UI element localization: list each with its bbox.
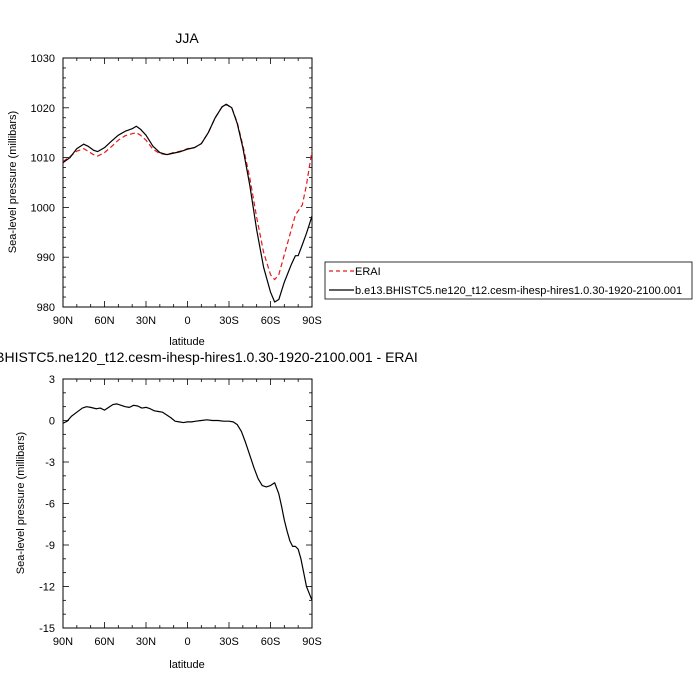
bottom-series-line-0 [62, 403, 313, 601]
top-series-line-0 [62, 103, 313, 281]
bottom-x-tick-label: 60S [261, 636, 281, 648]
bottom-x-tick-label: 60N [94, 636, 114, 648]
bottom-panel: b.e13.BHISTC5.ne120_t12.cesm-ihesp-hires… [0, 349, 418, 671]
bottom-x-tick-label: 30N [136, 636, 156, 648]
top-chart-title: JJA [175, 30, 199, 46]
top-x-tick-label: 30N [136, 315, 156, 327]
bottom-x-tick-label: 90S [302, 636, 322, 648]
legend: ERAI b.e13.BHISTC5.ne120_t12.cesm-ihesp-… [324, 261, 693, 300]
bottom-y-tick-label: 0 [49, 416, 55, 428]
top-x-axis-label: latitude [169, 336, 204, 348]
bottom-x-axis-label: latitude [169, 659, 204, 671]
bottom-x-tick-label: 30S [219, 636, 239, 648]
top-x-tick-label: 0 [184, 315, 190, 327]
bottom-chart-title: b.e13.BHISTC5.ne120_t12.cesm-ihesp-hires… [0, 349, 418, 365]
bottom-y-tick-label: -12 [39, 582, 55, 594]
top-y-tick-label: 980 [37, 302, 55, 314]
bottom-y-tick-label: 3 [49, 374, 55, 386]
top-y-axis-label: Sea-level pressure (millibars) [7, 111, 19, 253]
bottom-y-tick-label: -9 [45, 540, 55, 552]
legend-box [324, 261, 693, 300]
top-series-line-1 [62, 103, 313, 303]
top-y-tick-label: 990 [37, 252, 55, 264]
bottom-x-tick-label: 90N [53, 636, 73, 648]
bottom-y-axis-label: Sea-level pressure (millibars) [15, 432, 27, 574]
legend-label-erai: ERAI [355, 266, 381, 278]
top-x-tick-label: 90S [302, 315, 322, 327]
top-y-tick-label: 1010 [31, 153, 55, 165]
bottom-x-tick-label: 0 [184, 636, 190, 648]
legend-label-model: b.e13.BHISTC5.ne120_t12.cesm-ihesp-hires… [355, 285, 682, 297]
top-plot-area: 90N 60N 30N 0 30S 60S 90S 980 990 1000 1010 1020 103… [31, 53, 322, 327]
top-x-tick-label: 60N [94, 315, 114, 327]
bottom-y-tick-label: -3 [45, 457, 55, 469]
top-x-tick-label: 90N [53, 315, 73, 327]
top-panel: JJA 90N 60N 30N 0 30S 60S 90S 980 990 1000 1010 102… [7, 30, 322, 348]
bottom-y-tick-label: -15 [39, 623, 55, 635]
top-y-tick-label: 1000 [31, 202, 55, 214]
top-x-tick-label: 30S [219, 315, 239, 327]
top-y-tick-label: 1020 [31, 103, 55, 115]
top-y-tick-label: 1030 [31, 53, 55, 65]
top-x-tick-label: 60S [261, 315, 281, 327]
bottom-plot-area: 90N 60N 30N 0 30S 60S 90S -15 -12 -9 -6 -3 0 3 [39, 374, 322, 648]
bottom-y-tick-label: -6 [45, 499, 55, 511]
